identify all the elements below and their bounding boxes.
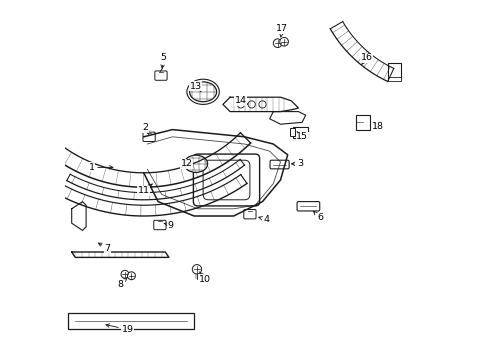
Ellipse shape <box>184 155 207 172</box>
FancyBboxPatch shape <box>142 132 155 141</box>
Circle shape <box>247 101 255 108</box>
Text: 11: 11 <box>138 184 152 195</box>
Text: 1: 1 <box>88 163 113 172</box>
FancyBboxPatch shape <box>269 160 288 169</box>
Text: 2: 2 <box>142 123 148 134</box>
FancyBboxPatch shape <box>244 210 256 219</box>
FancyBboxPatch shape <box>193 154 259 206</box>
Text: 3: 3 <box>291 159 303 168</box>
Text: 18: 18 <box>371 122 383 131</box>
Text: 8: 8 <box>117 278 126 289</box>
Circle shape <box>237 101 244 108</box>
Text: 15: 15 <box>296 132 307 141</box>
Text: 17: 17 <box>276 24 288 37</box>
Bar <box>387 63 400 79</box>
Text: 19: 19 <box>106 324 133 334</box>
Text: 12: 12 <box>181 159 192 168</box>
Bar <box>355 115 369 130</box>
Bar <box>68 313 194 329</box>
Circle shape <box>127 272 135 280</box>
Text: 9: 9 <box>164 220 173 230</box>
Circle shape <box>279 37 288 46</box>
Bar <box>292 127 307 138</box>
Text: 16: 16 <box>360 53 372 65</box>
Text: 10: 10 <box>199 272 210 284</box>
FancyBboxPatch shape <box>203 160 249 200</box>
Text: 14: 14 <box>234 96 247 105</box>
Text: 5: 5 <box>160 53 166 68</box>
Text: 4: 4 <box>258 215 268 224</box>
Ellipse shape <box>189 82 216 102</box>
Text: 7: 7 <box>98 243 110 253</box>
Text: 13: 13 <box>189 82 202 91</box>
Circle shape <box>258 101 265 108</box>
Circle shape <box>121 270 129 278</box>
FancyBboxPatch shape <box>296 202 319 211</box>
FancyBboxPatch shape <box>153 220 166 230</box>
Bar <box>387 77 400 81</box>
Circle shape <box>192 265 201 274</box>
FancyBboxPatch shape <box>155 71 167 80</box>
Circle shape <box>273 39 282 48</box>
Bar <box>289 128 294 136</box>
Text: 6: 6 <box>313 211 323 222</box>
